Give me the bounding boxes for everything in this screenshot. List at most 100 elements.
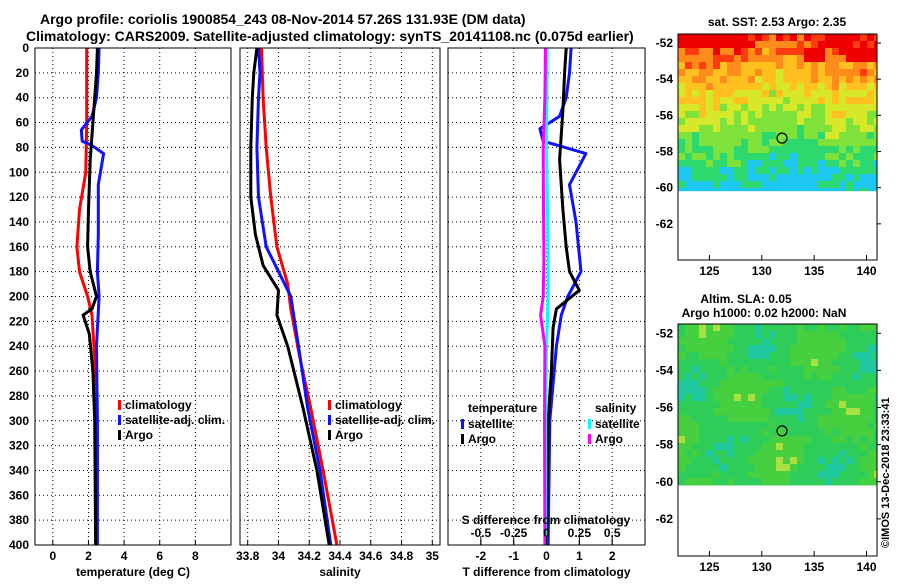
map-cell <box>839 331 846 338</box>
map-cell <box>727 429 734 436</box>
map-cell <box>692 69 699 76</box>
map-cell <box>804 394 811 401</box>
map-cell <box>678 90 685 97</box>
map-cell <box>825 464 832 471</box>
map-cell <box>727 436 734 443</box>
map-cell <box>678 373 685 380</box>
map-cell <box>860 422 867 429</box>
map-cell <box>692 97 699 104</box>
map-cell <box>776 464 783 471</box>
map-cell <box>853 436 860 443</box>
map-cell <box>853 366 860 373</box>
map-cell <box>734 331 741 338</box>
map-cell <box>706 48 713 55</box>
map-cell <box>797 345 804 352</box>
map-cell <box>769 464 776 471</box>
map-cell <box>783 167 790 174</box>
map-cell <box>832 331 839 338</box>
map-cell <box>762 55 769 62</box>
map-cell <box>790 118 797 125</box>
map-cell <box>748 62 755 69</box>
map-cell <box>783 160 790 167</box>
map-cell <box>860 338 867 345</box>
map-cell <box>713 90 720 97</box>
map-cell <box>699 153 706 160</box>
map-cell <box>699 422 706 429</box>
map-cell <box>748 436 755 443</box>
map-cell <box>846 104 853 111</box>
map-cell <box>860 90 867 97</box>
map-cell <box>734 160 741 167</box>
map-cell <box>790 422 797 429</box>
plot-frame <box>35 48 231 545</box>
map-cell <box>755 415 762 422</box>
map-cell <box>790 478 797 485</box>
map-cell <box>846 380 853 387</box>
map-cell <box>678 429 685 436</box>
map-cell <box>685 55 692 62</box>
map-cell <box>825 41 832 48</box>
map-cell <box>706 359 713 366</box>
y-tick-label: 0 <box>22 41 29 55</box>
map-cell <box>748 160 755 167</box>
map-cell <box>853 387 860 394</box>
legend-label: Argo <box>125 428 153 442</box>
map-cell <box>755 387 762 394</box>
map-cell <box>762 146 769 153</box>
map-cell <box>811 153 818 160</box>
map-cell <box>734 338 741 345</box>
x-tick-label: 0 <box>543 549 550 563</box>
map-cell <box>776 380 783 387</box>
map-cell <box>678 104 685 111</box>
map-cell <box>860 167 867 174</box>
map-cell <box>692 422 699 429</box>
x-tick-label: 8 <box>192 549 199 563</box>
map-cell <box>867 188 874 191</box>
map-cell <box>818 139 825 146</box>
map-cell <box>748 352 755 359</box>
map-cell <box>811 97 818 104</box>
map-cell <box>748 97 755 104</box>
map-cell <box>867 345 874 352</box>
map-cell <box>713 380 720 387</box>
map-cell <box>727 380 734 387</box>
map-cell <box>713 429 720 436</box>
map-cell <box>839 125 846 132</box>
map-cell <box>706 125 713 132</box>
map-cell <box>762 125 769 132</box>
map-cell <box>678 76 685 83</box>
map-cell <box>790 338 797 345</box>
map-cell <box>790 132 797 139</box>
map-cell <box>825 457 832 464</box>
map-cell <box>727 394 734 401</box>
map-cell <box>713 401 720 408</box>
map-cell <box>706 139 713 146</box>
map-cell <box>755 429 762 436</box>
map-cell <box>790 146 797 153</box>
map-x-tick-label: 130 <box>752 264 772 278</box>
map-cell <box>678 69 685 76</box>
map-cell <box>832 41 839 48</box>
map-cell <box>804 132 811 139</box>
map-cell <box>818 324 825 331</box>
map-cell <box>706 450 713 457</box>
map-cell <box>860 181 867 188</box>
map-cell <box>839 118 846 125</box>
map-cell <box>797 380 804 387</box>
map-cell <box>748 450 755 457</box>
map-cell <box>713 436 720 443</box>
map-cell <box>811 167 818 174</box>
map-cell <box>797 139 804 146</box>
map-cell <box>839 132 846 139</box>
map-cell <box>699 48 706 55</box>
map-cell <box>825 387 832 394</box>
map-cell <box>776 188 783 191</box>
map-cell <box>776 478 783 485</box>
map-cell <box>783 345 790 352</box>
y-tick-label: 340 <box>9 463 29 477</box>
map-cell <box>860 139 867 146</box>
map-cell <box>720 471 727 478</box>
map-cell <box>678 478 685 485</box>
map-cell <box>804 345 811 352</box>
map-cell <box>720 345 727 352</box>
